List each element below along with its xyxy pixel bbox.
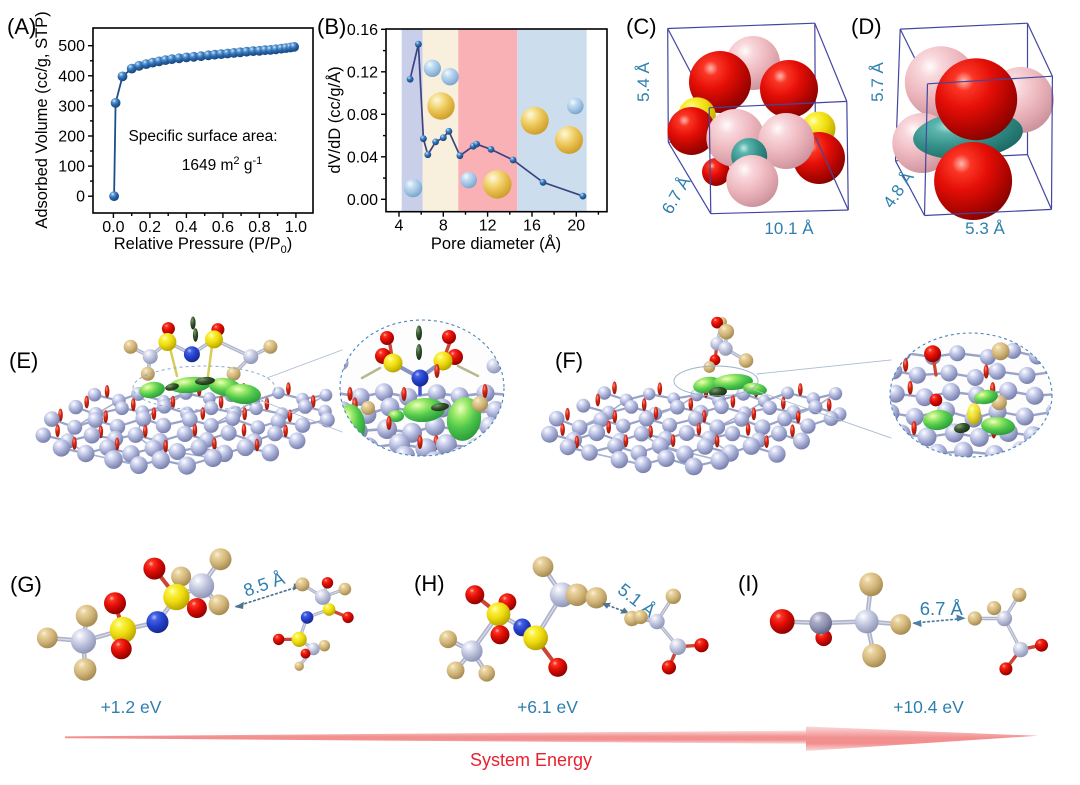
svg-text:(D): (D) <box>851 14 882 39</box>
svg-text:10.1 Å: 10.1 Å <box>764 219 814 238</box>
svg-text:(E): (E) <box>9 348 38 373</box>
svg-text:Relative Pressure (P/P0): Relative Pressure (P/P0) <box>114 235 293 256</box>
svg-text:(A): (A) <box>7 14 36 39</box>
svg-text:6.7 Å: 6.7 Å <box>920 598 964 619</box>
svg-text:0.8: 0.8 <box>248 219 270 236</box>
svg-text:500: 500 <box>58 38 85 55</box>
svg-text:8: 8 <box>439 218 448 235</box>
svg-text:(C): (C) <box>626 14 657 39</box>
svg-text:(F): (F) <box>555 348 583 373</box>
svg-text:400: 400 <box>58 68 85 85</box>
svg-text:0.0: 0.0 <box>102 219 124 236</box>
svg-text:Specific surface area:: Specific surface area: <box>128 128 277 145</box>
svg-text:100: 100 <box>58 159 85 176</box>
svg-text:(I): (I) <box>738 571 759 596</box>
svg-text:16: 16 <box>523 218 541 235</box>
svg-text:0.04: 0.04 <box>347 149 378 166</box>
svg-text:(H): (H) <box>414 571 445 596</box>
svg-text:12: 12 <box>479 218 497 235</box>
svg-text:4: 4 <box>395 218 404 235</box>
svg-text:5.4 Å: 5.4 Å <box>634 61 653 101</box>
svg-text:1.0: 1.0 <box>285 219 307 236</box>
svg-text:System Energy: System Energy <box>470 750 592 770</box>
svg-text:20: 20 <box>567 218 585 235</box>
svg-text:+6.1 eV: +6.1 eV <box>517 697 578 717</box>
svg-text:+1.2 eV: +1.2 eV <box>101 697 162 717</box>
svg-text:Adsorbed Volume (cc/g, STP): Adsorbed Volume (cc/g, STP) <box>33 11 51 228</box>
svg-text:0.12: 0.12 <box>347 64 378 81</box>
svg-text:dV/dD (cc/g/Å): dV/dD (cc/g/Å) <box>325 66 344 173</box>
svg-text:5.3 Å: 5.3 Å <box>965 219 1005 238</box>
svg-text:0.00: 0.00 <box>347 192 378 209</box>
svg-text:0: 0 <box>76 189 85 206</box>
svg-text:5.7 Å: 5.7 Å <box>868 61 887 101</box>
svg-text:(G): (G) <box>10 572 42 597</box>
svg-text:0.4: 0.4 <box>175 219 197 236</box>
svg-text:+10.4 eV: +10.4 eV <box>893 697 964 717</box>
svg-text:0.6: 0.6 <box>212 219 234 236</box>
svg-text:200: 200 <box>58 129 85 146</box>
svg-text:0.2: 0.2 <box>139 219 161 236</box>
svg-text:0.08: 0.08 <box>347 107 378 124</box>
svg-text:300: 300 <box>58 98 85 115</box>
svg-text:(B): (B) <box>317 14 346 39</box>
svg-text:0.16: 0.16 <box>347 22 378 39</box>
svg-text:Pore diameter (Å): Pore diameter (Å) <box>431 234 561 253</box>
svg-text:1649 m2 g-1: 1649 m2 g-1 <box>182 155 263 174</box>
